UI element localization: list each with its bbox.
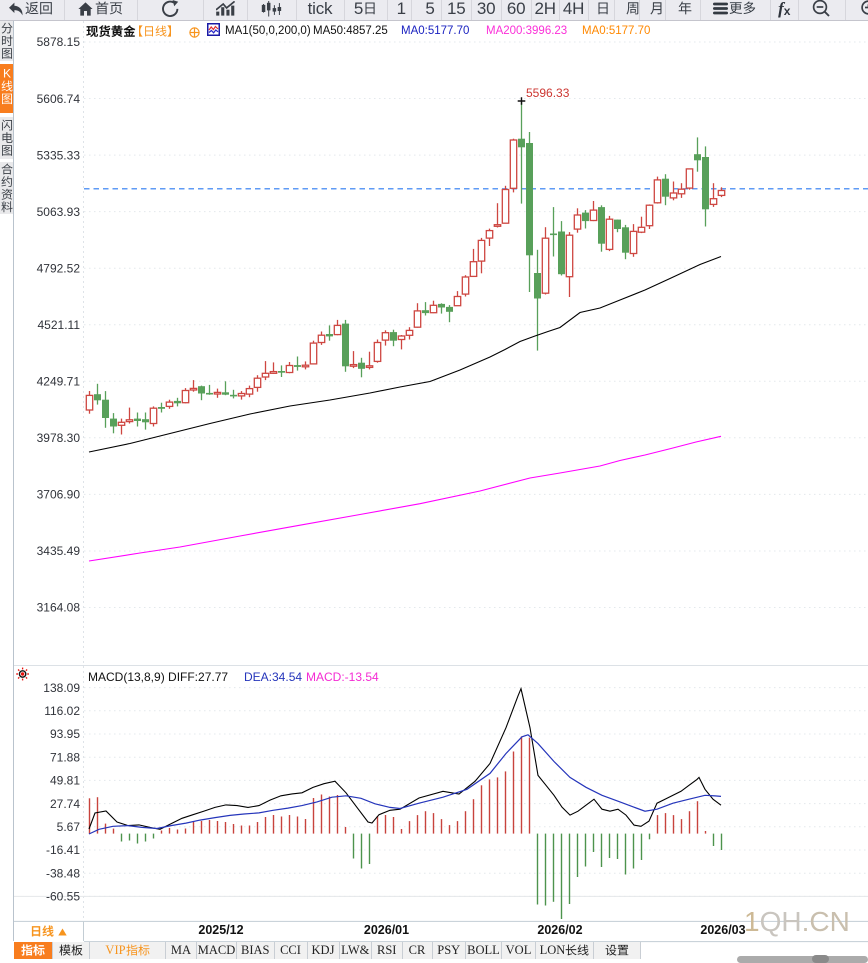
svg-text:4249.71: 4249.71	[37, 375, 81, 389]
svg-text:MACD(13,8,9) DIFF:27.77: MACD(13,8,9) DIFF:27.77	[88, 670, 228, 684]
svg-text:5878.15: 5878.15	[37, 35, 81, 49]
svg-text:4521.11: 4521.11	[38, 318, 81, 332]
svg-text:5596.33: 5596.33	[526, 86, 570, 100]
svg-text:3435.49: 3435.49	[37, 544, 81, 558]
svg-text:2025/12: 2025/12	[198, 923, 243, 937]
svg-text:4792.52: 4792.52	[37, 261, 81, 275]
svg-text:3164.08: 3164.08	[37, 601, 81, 615]
svg-text:5606.74: 5606.74	[37, 92, 81, 106]
svg-text:93.95: 93.95	[50, 727, 80, 741]
svg-text:138.09: 138.09	[43, 681, 80, 695]
svg-text:DEA:34.54: DEA:34.54	[244, 670, 302, 684]
svg-text:-60.55: -60.55	[46, 890, 80, 904]
svg-text:3706.90: 3706.90	[37, 488, 81, 502]
svg-text:5335.33: 5335.33	[37, 148, 81, 162]
svg-text:49.81: 49.81	[50, 774, 80, 788]
svg-text:3978.30: 3978.30	[37, 431, 81, 445]
svg-text:71.88: 71.88	[50, 750, 80, 764]
svg-text:2026/01: 2026/01	[364, 923, 409, 937]
svg-text:MACD:-13.54: MACD:-13.54	[306, 670, 379, 684]
svg-text:2026/03: 2026/03	[700, 923, 745, 937]
svg-text:1QH.CN: 1QH.CN	[744, 906, 850, 937]
svg-text:5.67: 5.67	[57, 820, 81, 834]
svg-text:116.02: 116.02	[44, 704, 80, 718]
svg-text:5063.93: 5063.93	[37, 205, 81, 219]
svg-text:-16.41: -16.41	[46, 843, 80, 857]
svg-text:K: K	[3, 67, 11, 80]
svg-text:2026/02: 2026/02	[537, 923, 582, 937]
svg-text:-38.48: -38.48	[46, 866, 80, 880]
svg-text:27.74: 27.74	[50, 797, 80, 811]
